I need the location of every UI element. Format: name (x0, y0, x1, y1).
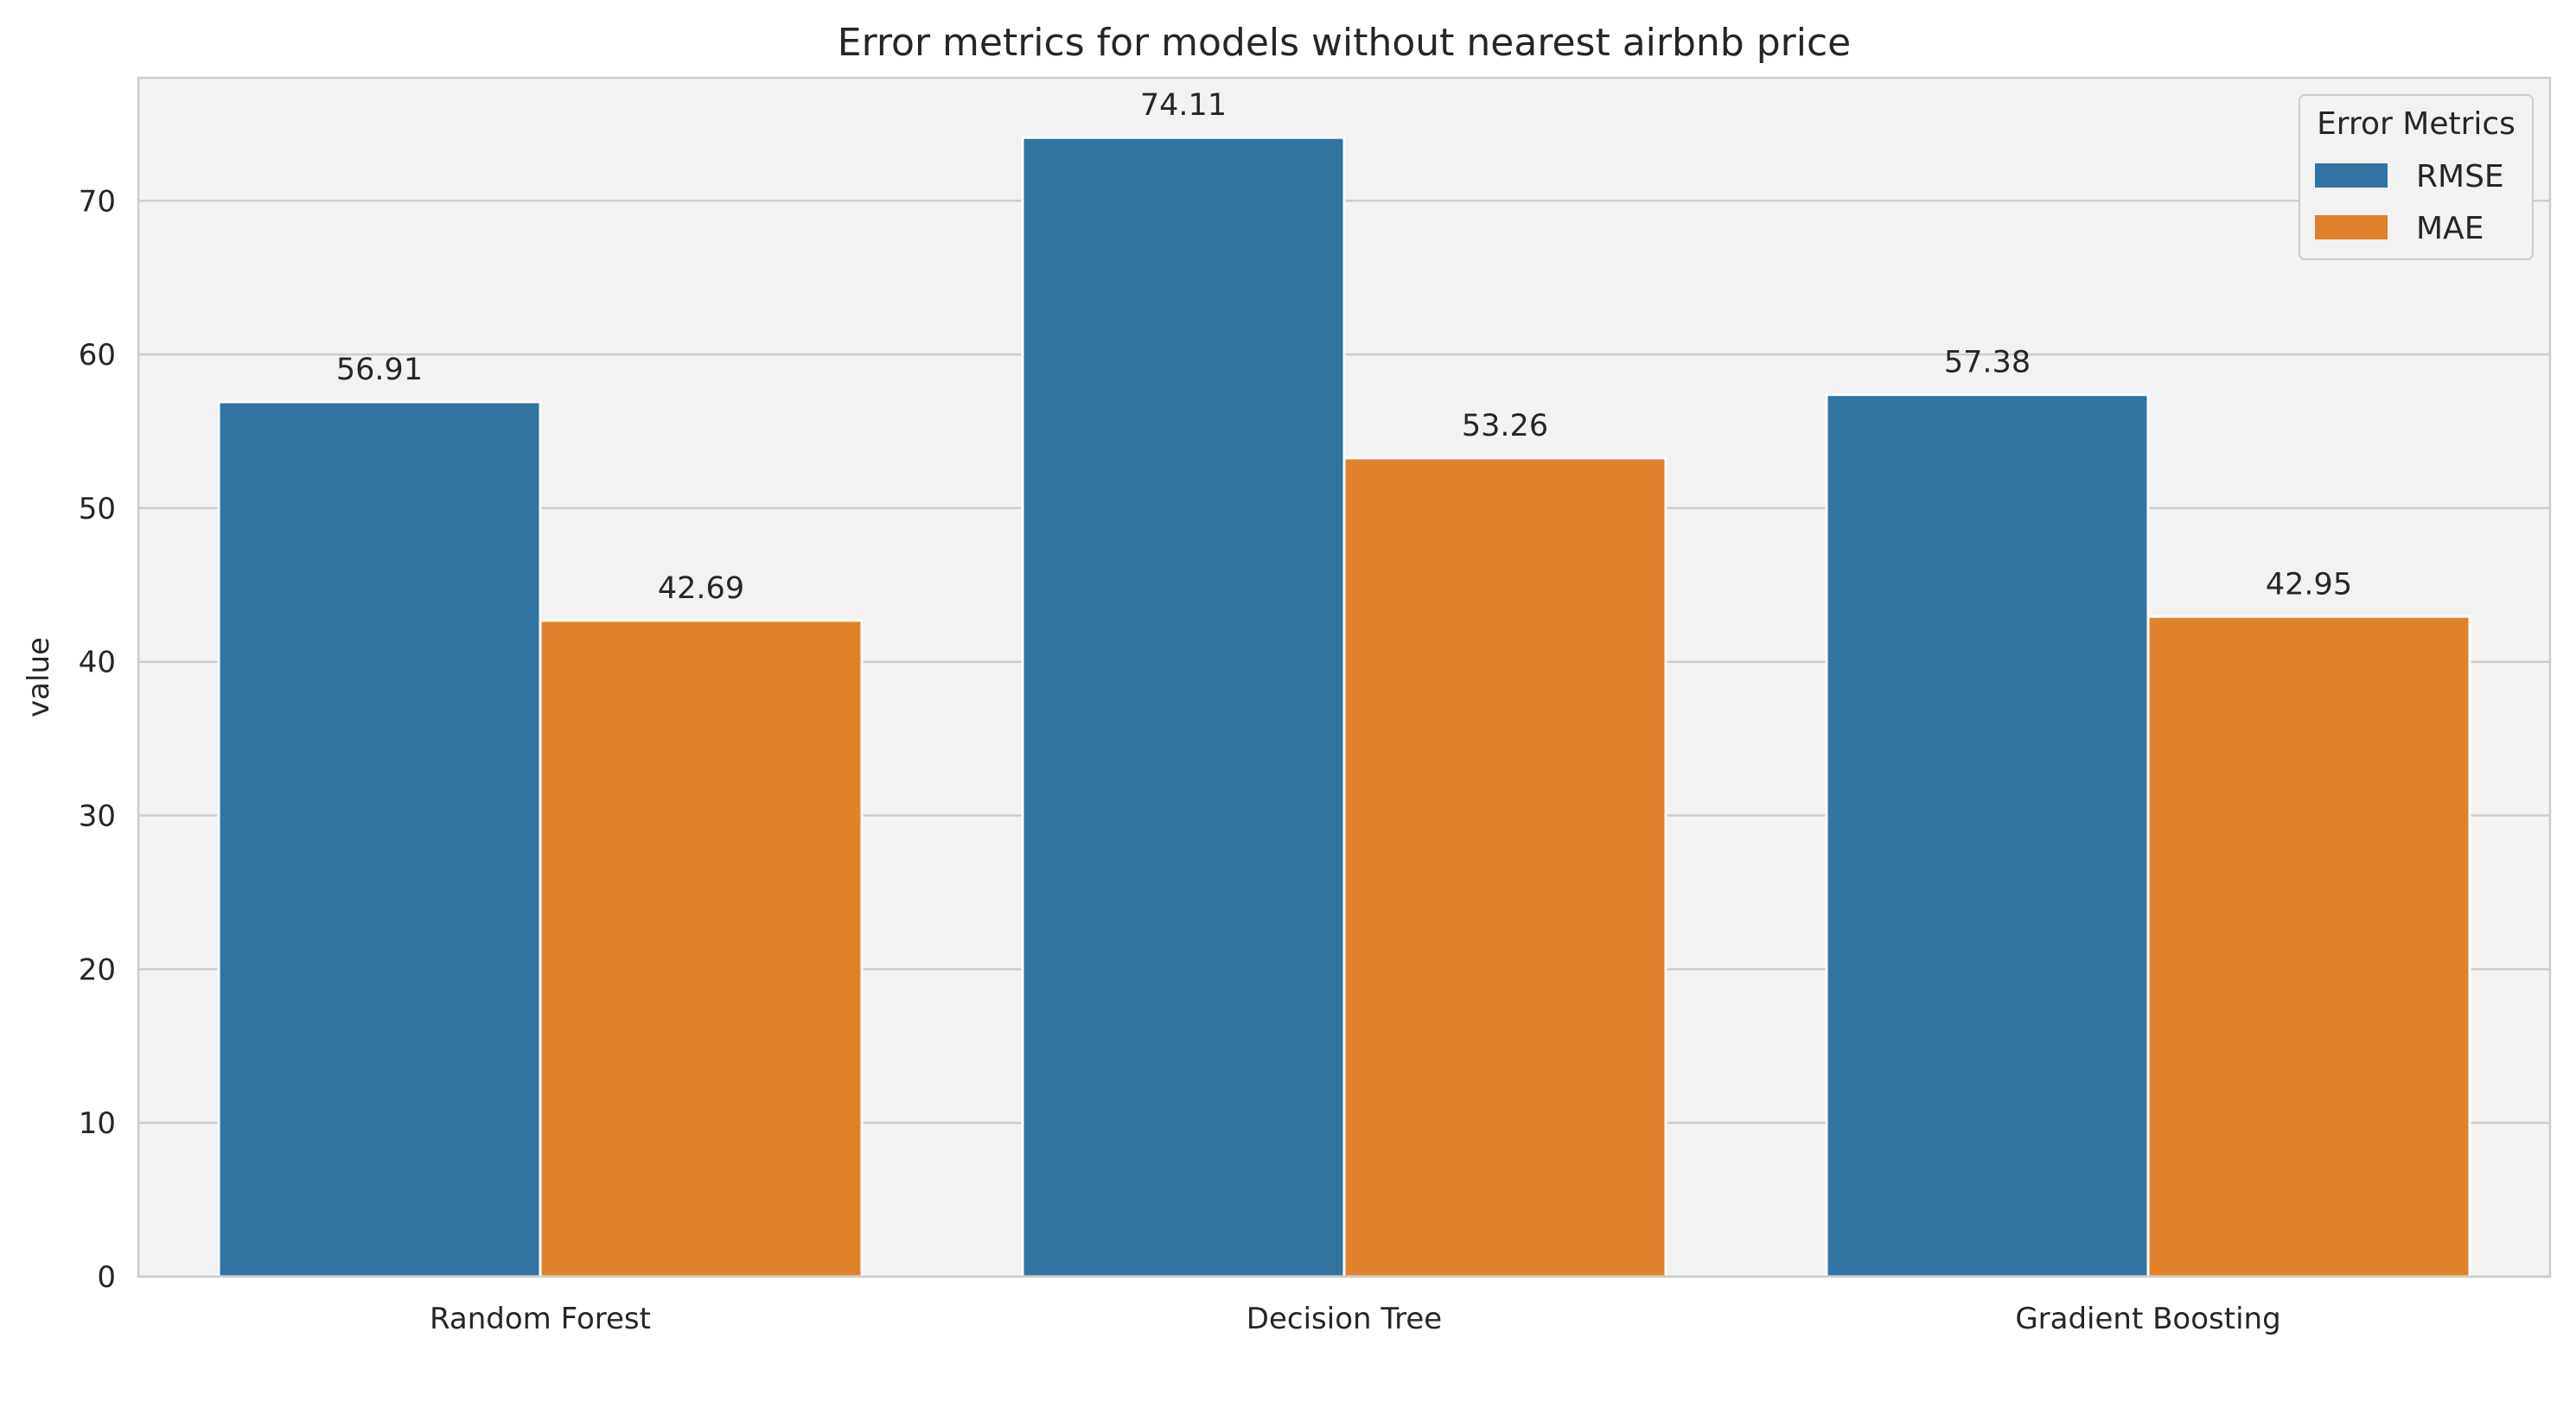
x-tick-label: Decision Tree (1247, 1302, 1442, 1336)
x-tick-label: Random Forest (430, 1302, 651, 1336)
y-tick-label: 50 (79, 492, 116, 526)
y-axis-label: value (22, 637, 56, 717)
y-tick-label: 0 (97, 1260, 116, 1295)
bar-rmse-random-forest (217, 400, 542, 1278)
y-tick-label: 40 (79, 646, 116, 680)
y-tick-label: 70 (79, 184, 116, 219)
legend-label: MAE (2416, 211, 2484, 246)
x-axis-ticks: Random Forest Decision Tree Gradient Boost… (430, 1302, 2281, 1336)
legend-swatch (2315, 163, 2388, 188)
bar-data-label: 74.11 (1140, 88, 1227, 123)
y-tick-label: 30 (79, 800, 116, 834)
bar-data-label: 56.91 (336, 353, 423, 387)
bar-rmse-gradient-boosting (1825, 393, 2150, 1278)
bars (217, 136, 2471, 1278)
legend-title: Error Metrics (2317, 106, 2515, 142)
bar-rmse-decision-tree (1021, 136, 1346, 1278)
y-axis-ticks: 0 10 20 30 40 50 60 70 (79, 184, 116, 1295)
y-tick-label: 60 (79, 338, 116, 373)
bar-data-label: 42.95 (2266, 567, 2352, 602)
bar-mae-decision-tree (1342, 456, 1667, 1278)
plot-frame (137, 76, 2552, 1278)
bar-data-label: 57.38 (1944, 346, 2031, 380)
chart-title: Error metrics for models without nearest… (838, 21, 1851, 65)
bar-mae-random-forest (539, 619, 864, 1278)
y-tick-label: 20 (79, 952, 116, 987)
bar-data-labels: 56.91 42.69 74.11 53.26 57.38 42.95 (336, 88, 2352, 606)
legend-swatch (2315, 215, 2388, 239)
bar-mae-gradient-boosting (2146, 615, 2471, 1278)
x-tick-label: Gradient Boosting (2015, 1302, 2280, 1336)
bar-data-label: 42.69 (658, 571, 744, 606)
y-tick-label: 10 (79, 1106, 116, 1141)
legend-label: RMSE (2416, 159, 2504, 194)
legend: Error Metrics RMSE MAE (2299, 94, 2534, 260)
bar-data-label: 53.26 (1462, 409, 1548, 443)
